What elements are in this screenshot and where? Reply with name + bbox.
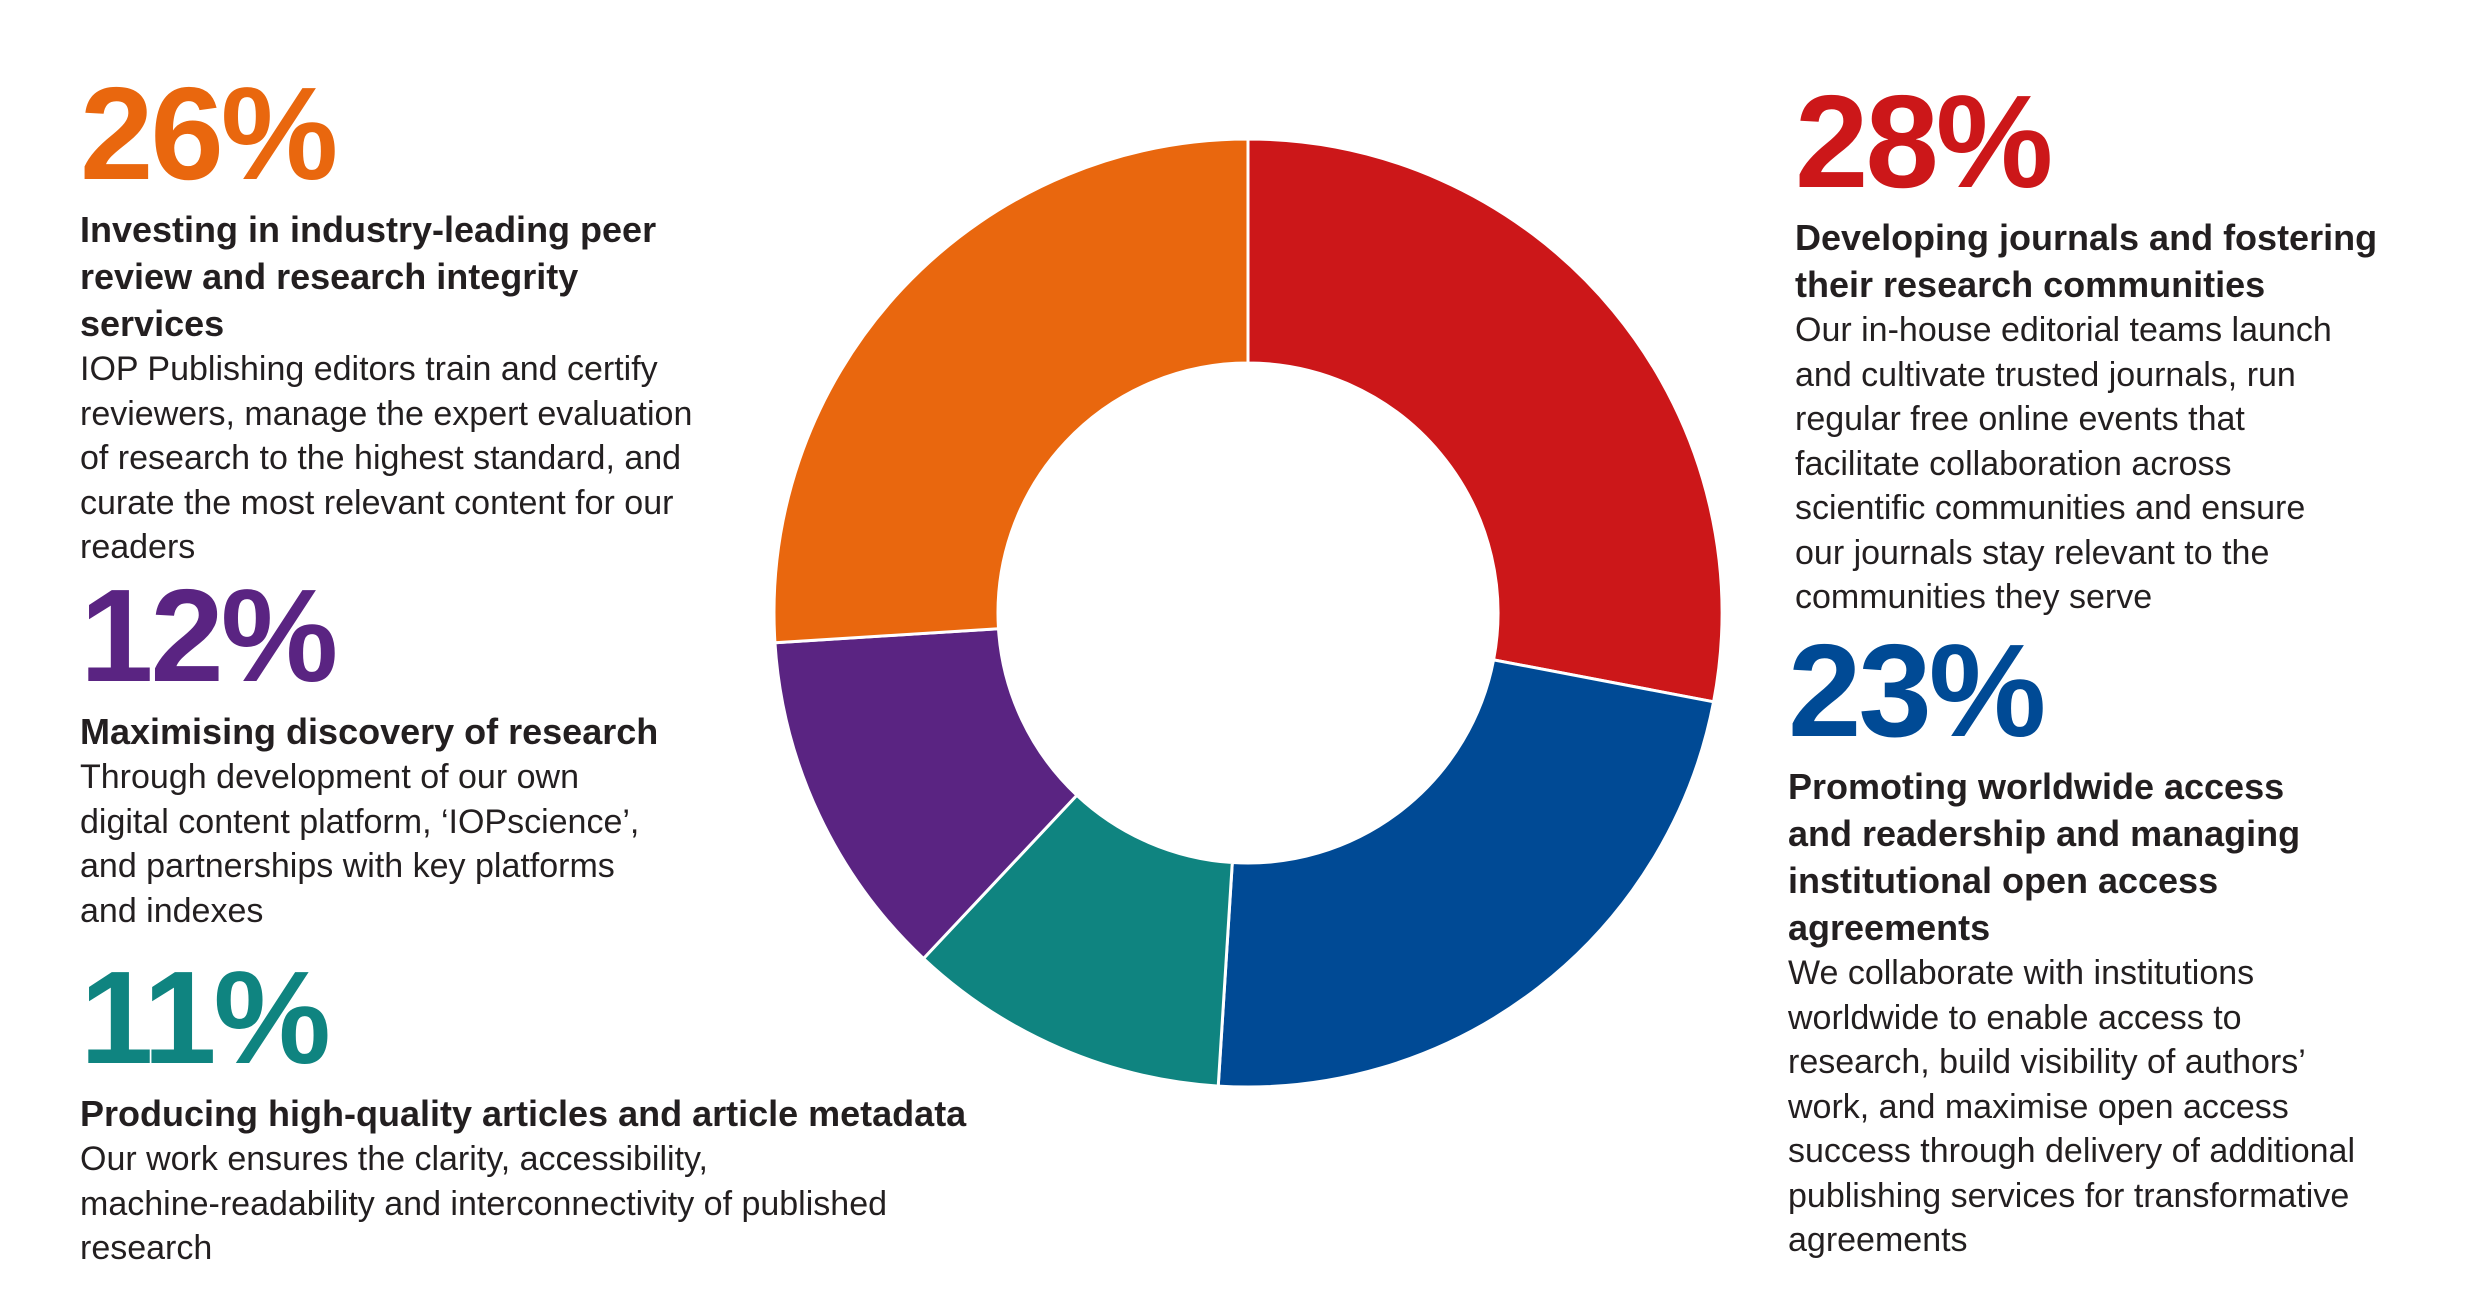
heading-28-line: their research communities	[1795, 264, 2266, 305]
body-11-line: machine-readability and interconnectivit…	[80, 1184, 888, 1223]
percent-28-label: 28%	[1795, 68, 2053, 215]
body-23-line: work, and maximise open access	[1788, 1087, 2289, 1126]
body-23-line: worldwide to enable access to	[1788, 998, 2242, 1037]
donut-slice-26	[772, 137, 1250, 645]
heading-26: Investing in industry-leading peer revie…	[80, 206, 740, 347]
body-11-line: research	[80, 1229, 213, 1267]
body-26-line: of research to the highest standard, and	[80, 439, 682, 477]
donut-slice-28	[1246, 137, 1724, 704]
body-28-line: Our in-house editorial teams launch	[1795, 311, 2332, 349]
body-26-line: readers	[80, 528, 196, 566]
segment-23-description: 23% Promoting worldwide access and reade…	[1788, 625, 2448, 1263]
body-12-line: digital content platform, ‘IOPscience’,	[80, 802, 640, 841]
body-12-line: Through development of our own	[80, 758, 579, 796]
body-28: Our in-house editorial teams launch and …	[1795, 308, 2455, 620]
body-23-line: We collaborate with institutions	[1788, 954, 2255, 992]
donut-slice-11	[921, 793, 1234, 1088]
body-23-line: publishing services for transformative	[1788, 1176, 2350, 1215]
segment-26-description: 26% Investing in industry-leading peer r…	[80, 68, 740, 570]
heading-26-line: Investing in industry-leading peer	[80, 209, 657, 250]
percent-11-label: 11%	[80, 944, 331, 1091]
body-28-line: scientific communities and ensure	[1795, 489, 2306, 527]
donut-slice-23	[1216, 658, 1716, 1089]
percent-26-label: 26%	[80, 60, 338, 207]
body-23: We collaborate with institutions worldwi…	[1788, 951, 2448, 1263]
body-26-line: reviewers, manage the expert evaluation	[80, 394, 693, 433]
percent-12-label: 12%	[80, 562, 338, 709]
body-23-line: success through delivery of additional	[1788, 1132, 2355, 1170]
heading-23: Promoting worldwide access and readershi…	[1788, 763, 2448, 951]
heading-11-line: Producing high-quality articles and arti…	[80, 1093, 967, 1134]
segment-12-description: 12% Maximising discovery of research Thr…	[80, 570, 720, 933]
body-28-line: facilitate collaboration across	[1795, 444, 2232, 483]
heading-12: Maximising discovery of research	[80, 708, 720, 755]
body-28-line: regular free online events that	[1795, 400, 2245, 438]
body-26-line: IOP Publishing editors train and certify	[80, 350, 658, 388]
body-12: Through development of our own digital c…	[80, 755, 720, 933]
body-23-line: agreements	[1788, 1221, 1968, 1259]
heading-23-line: agreements	[1788, 907, 1991, 948]
heading-28: Developing journals and fostering their …	[1795, 214, 2455, 308]
donut-slice-12	[773, 627, 1079, 961]
heading-28-line: Developing journals and fostering	[1795, 217, 2378, 258]
heading-26-line: services	[80, 303, 225, 344]
heading-23-line: and readership and managing	[1788, 813, 2301, 854]
body-26-line: curate the most relevant content for our	[80, 483, 674, 522]
body-23-line: research, build visibility of authors’	[1788, 1043, 2306, 1081]
body-11-line: Our work ensures the clarity, accessibil…	[80, 1140, 708, 1178]
body-28-line: our journals stay relevant to the	[1795, 533, 2270, 572]
body-12-line: and partnerships with key platforms	[80, 847, 615, 885]
body-28-line: and cultivate trusted journals, run	[1795, 355, 2296, 394]
heading-23-line: institutional open access	[1788, 860, 2219, 901]
heading-26-line: review and research integrity	[80, 256, 579, 297]
percent-23-label: 23%	[1788, 617, 2046, 764]
body-26: IOP Publishing editors train and certify…	[80, 347, 740, 570]
heading-12-line: Maximising discovery of research	[80, 711, 659, 752]
body-12-line: and indexes	[80, 891, 264, 930]
body-11: Our work ensures the clarity, accessibil…	[80, 1137, 1060, 1271]
heading-23-line: Promoting worldwide access	[1788, 766, 2285, 807]
heading-11: Producing high-quality articles and arti…	[80, 1090, 1060, 1137]
segment-11-description: 11% Producing high-quality articles and …	[80, 952, 1060, 1271]
body-28-line: communities they serve	[1795, 578, 2153, 616]
segment-28-description: 28% Developing journals and fostering th…	[1795, 76, 2455, 620]
